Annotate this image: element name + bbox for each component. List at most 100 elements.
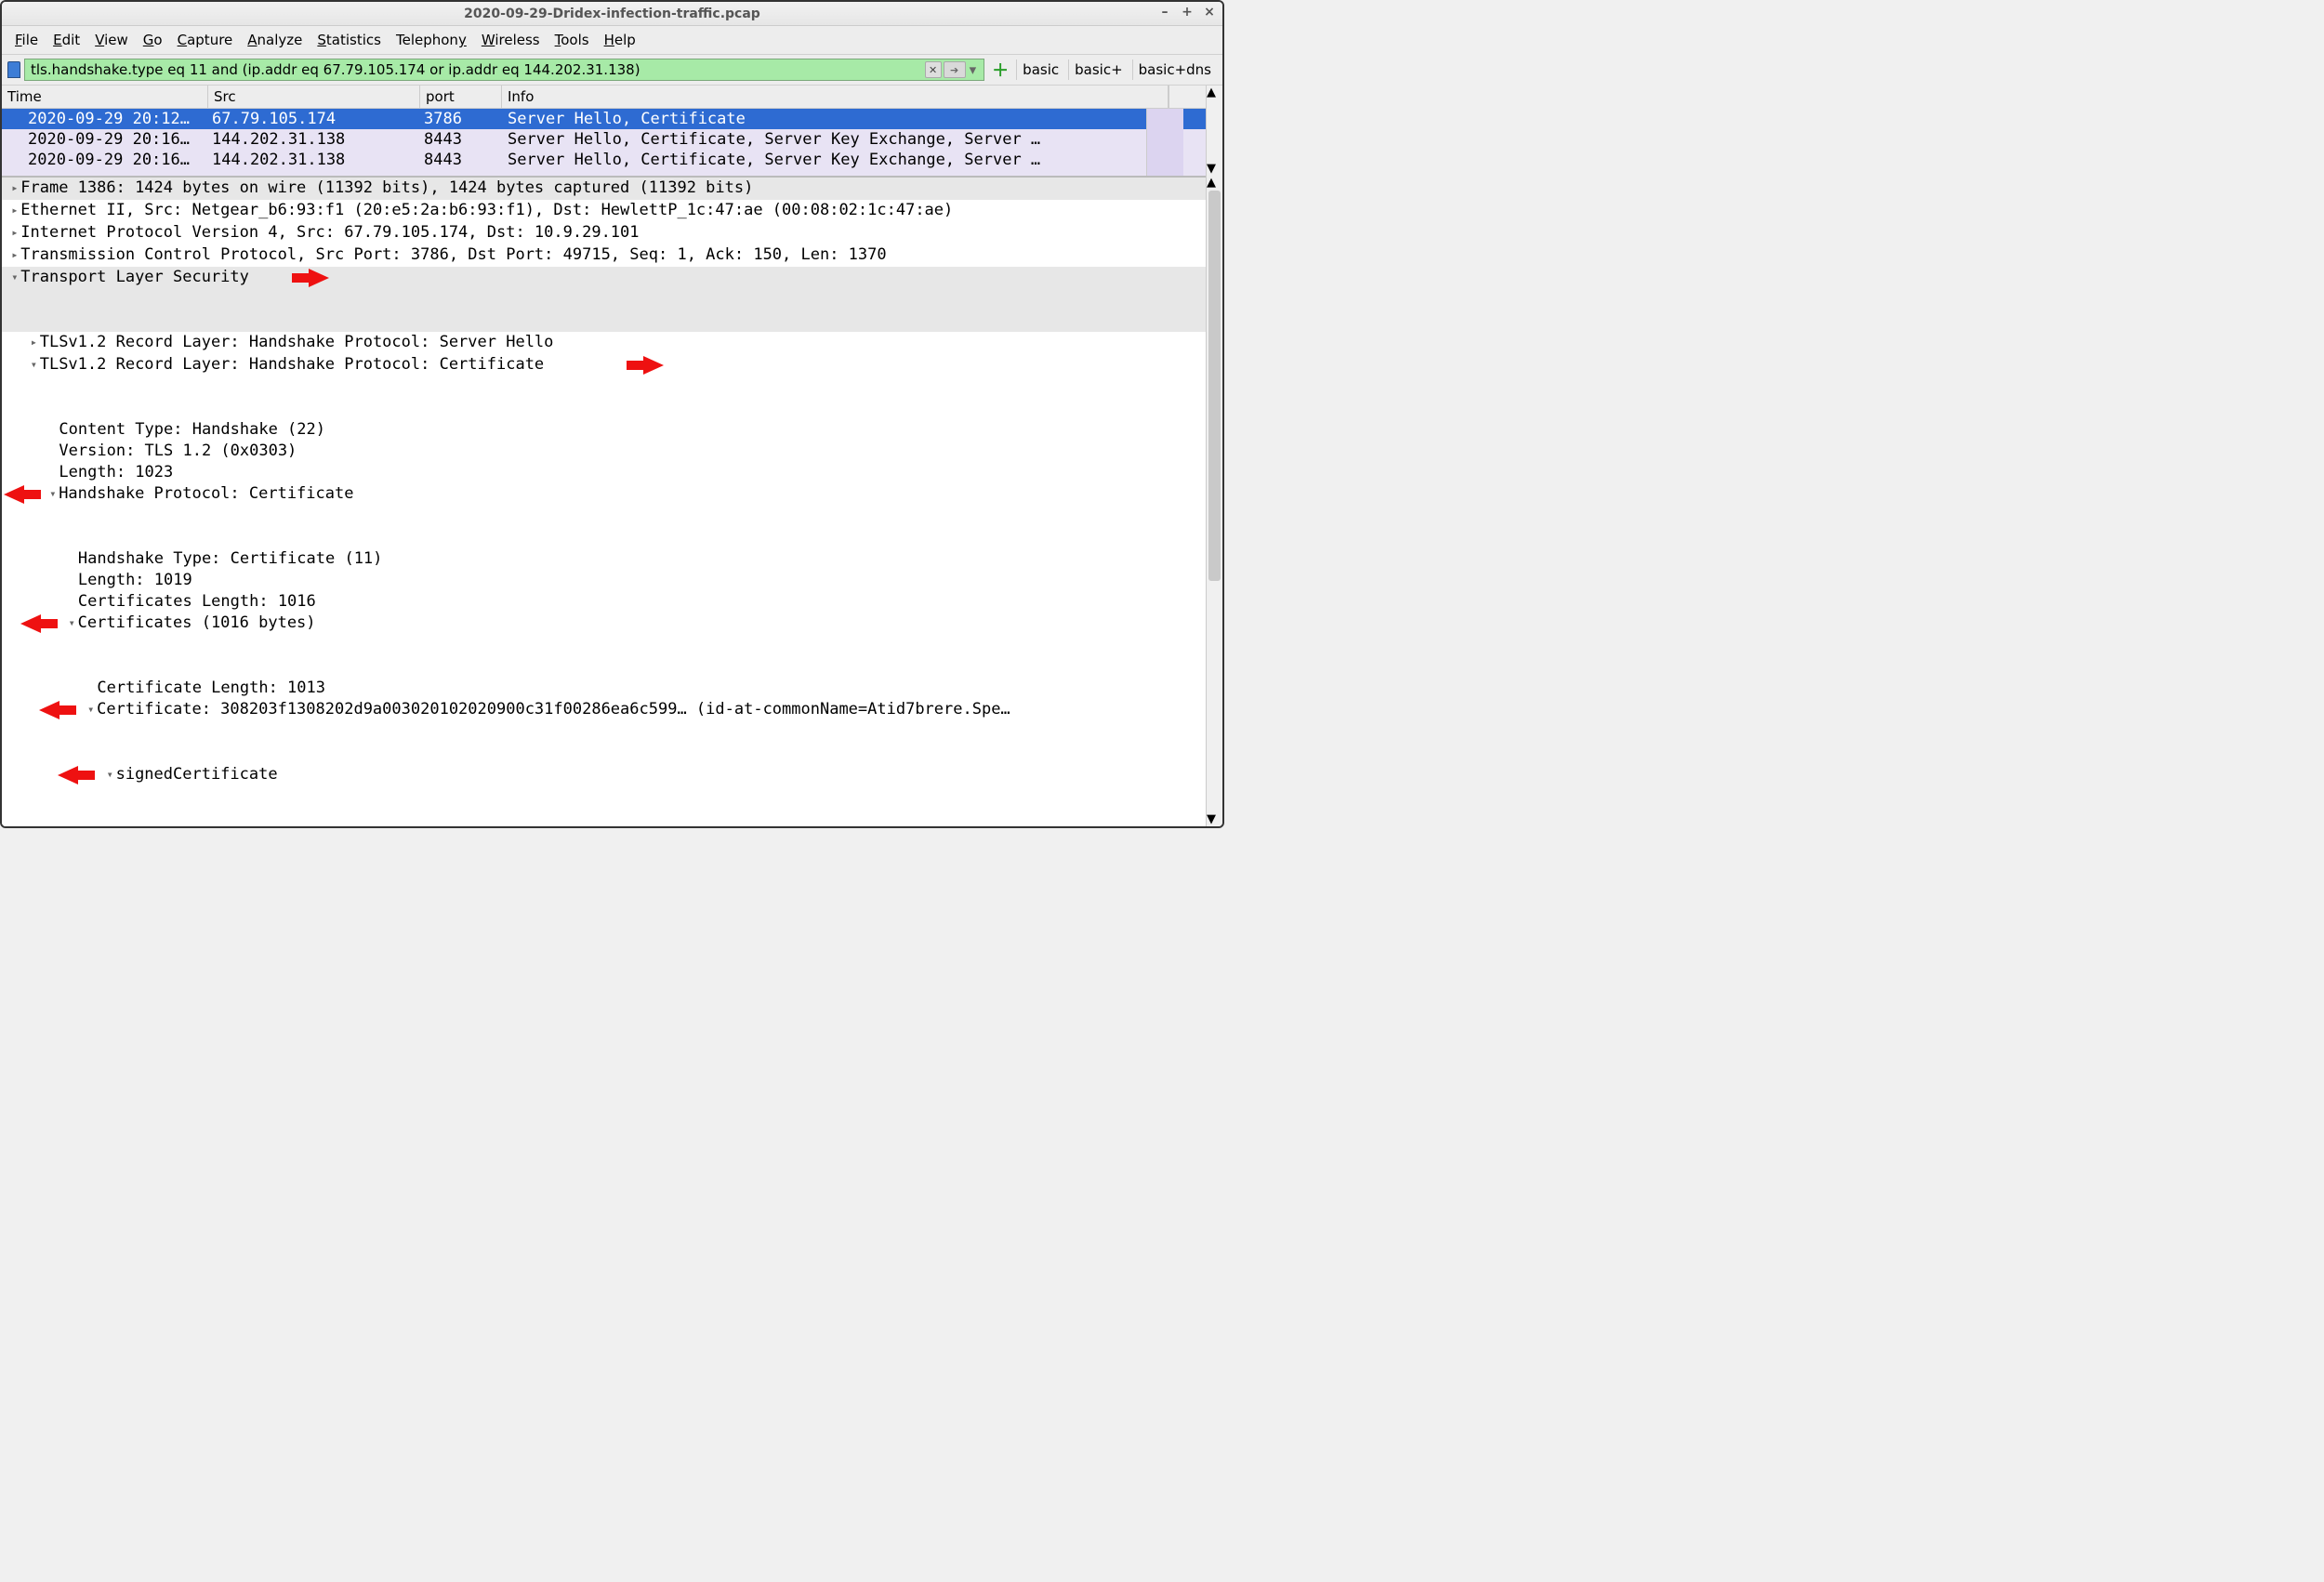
tree-length[interactable]: Length: 1023 — [2, 462, 1206, 483]
annotation-arrow-icon — [309, 269, 329, 287]
clear-filter-button[interactable]: ✕ — [925, 61, 942, 78]
tree-label: signedCertificate — [116, 765, 278, 784]
menu-telephony[interactable]: Telephony — [390, 30, 472, 50]
packet-list-pane: Time Src port Info 2020-09-29 20:12… 67.… — [2, 86, 1222, 176]
tree-signed-cert[interactable]: ▾signedCertificate — [2, 764, 1206, 826]
menu-view[interactable]: View — [89, 30, 134, 50]
scrollbar-thumb[interactable] — [1208, 191, 1221, 581]
annotation-arrow-icon — [20, 614, 41, 633]
cell-src: 144.202.31.138 — [212, 151, 424, 169]
col-port[interactable]: port — [420, 86, 502, 108]
tree-handshake-type[interactable]: Handshake Type: Certificate (11) — [2, 548, 1206, 570]
expand-icon[interactable]: ▾ — [31, 354, 40, 376]
expand-icon[interactable]: ▸ — [11, 222, 20, 244]
details-scrollbar[interactable]: ▲ ▼ — [1206, 176, 1222, 826]
tree-label: Length: 1023 — [59, 463, 173, 481]
col-info[interactable]: Info — [502, 86, 1169, 108]
minimap — [1146, 109, 1183, 176]
expand-icon[interactable]: ▾ — [11, 267, 20, 288]
bookmark-icon[interactable] — [7, 61, 20, 78]
tree-label: TLSv1.2 Record Layer: Handshake Protocol… — [40, 333, 554, 351]
expand-icon[interactable]: ▾ — [107, 764, 116, 785]
expand-icon[interactable]: ▸ — [31, 332, 40, 353]
tree-record-cert[interactable]: ▾TLSv1.2 Record Layer: Handshake Protoco… — [2, 354, 1206, 419]
tree-version[interactable]: Version: TLS 1.2 (0x0303) — [2, 441, 1206, 462]
tree-label: Certificates (1016 bytes) — [78, 613, 316, 632]
expand-icon[interactable]: ▸ — [11, 178, 20, 199]
tree-length2[interactable]: Length: 1019 — [2, 570, 1206, 591]
tree-certificates[interactable]: ▾Certificates (1016 bytes) — [2, 613, 1206, 678]
tree-ip[interactable]: ▸Internet Protocol Version 4, Src: 67.79… — [2, 222, 1206, 244]
cell-src: 67.79.105.174 — [212, 110, 424, 128]
menu-go[interactable]: Go — [138, 30, 168, 50]
dropdown-icon[interactable]: ▾ — [968, 61, 979, 78]
window-controls: – + × — [1157, 5, 1217, 20]
menu-file[interactable]: File — [9, 30, 44, 50]
menu-edit[interactable]: Edit — [47, 30, 86, 50]
menu-capture[interactable]: Capture — [172, 30, 239, 50]
expand-icon[interactable]: ▾ — [49, 483, 59, 505]
annotation-arrow-icon — [643, 356, 664, 375]
menu-analyze[interactable]: Analyze — [242, 30, 308, 50]
annotation-arrow-icon — [39, 701, 59, 719]
packet-row[interactable]: 2020-09-29 20:12… 67.79.105.174 3786 Ser… — [2, 109, 1206, 129]
packet-row[interactable]: 2020-09-29 20:16… 144.202.31.138 8443 Se… — [2, 129, 1206, 150]
packet-list-scrollbar[interactable]: ▲ ▼ — [1206, 86, 1222, 176]
expand-icon[interactable]: ▾ — [87, 699, 97, 720]
tree-label: Ethernet II, Src: Netgear_b6:93:f1 (20:e… — [20, 201, 953, 219]
menu-statistics[interactable]: Statistics — [311, 30, 387, 50]
expand-icon[interactable]: ▾ — [69, 613, 78, 634]
maximize-button[interactable]: + — [1180, 5, 1195, 20]
menu-help[interactable]: Help — [599, 30, 641, 50]
cell-time: 2020-09-29 20:16… — [28, 130, 212, 149]
tree-cert-length[interactable]: Certificate Length: 1013 — [2, 678, 1206, 699]
packet-list-body[interactable]: 2020-09-29 20:12… 67.79.105.174 3786 Ser… — [2, 109, 1206, 176]
tree-frame[interactable]: ▸Frame 1386: 1424 bytes on wire (11392 b… — [2, 178, 1206, 200]
tree-label: Frame 1386: 1424 bytes on wire (11392 bi… — [20, 178, 753, 197]
tree-certificate[interactable]: ▾Certificate: 308203f1308202d9a003020102… — [2, 699, 1206, 764]
packet-details-pane[interactable]: ▸Frame 1386: 1424 bytes on wire (11392 b… — [2, 176, 1206, 826]
menu-tools[interactable]: Tools — [549, 30, 595, 50]
menu-wireless[interactable]: Wireless — [476, 30, 546, 50]
titlebar: 2020-09-29-Dridex-infection-traffic.pcap… — [2, 2, 1222, 26]
packet-list-header: Time Src port Info — [2, 86, 1206, 109]
minimize-button[interactable]: – — [1157, 5, 1172, 20]
preset-basic-dns[interactable]: basic+dns — [1132, 59, 1217, 80]
expand-icon[interactable]: ▸ — [11, 200, 20, 221]
col-src[interactable]: Src — [208, 86, 420, 108]
tree-label: Version: TLS 1.2 (0x0303) — [59, 442, 297, 460]
tree-certs-length[interactable]: Certificates Length: 1016 — [2, 591, 1206, 613]
tree-label: Handshake Protocol: Certificate — [59, 484, 353, 503]
apply-filter-button[interactable]: ➔ — [944, 61, 966, 78]
window-title: 2020-09-29-Dridex-infection-traffic.pcap — [464, 7, 760, 21]
tree-eth[interactable]: ▸Ethernet II, Src: Netgear_b6:93:f1 (20:… — [2, 200, 1206, 222]
preset-basic-plus[interactable]: basic+ — [1068, 59, 1129, 80]
cell-info: Server Hello, Certificate — [508, 110, 1206, 128]
tree-label: Certificate Length: 1013 — [97, 679, 325, 697]
menu-file-label: ile — [22, 32, 39, 48]
tree-label: Transmission Control Protocol, Src Port:… — [20, 245, 886, 264]
tree-tls[interactable]: ▾Transport Layer Security — [2, 267, 1206, 332]
tree-content-type[interactable]: Content Type: Handshake (22) — [2, 419, 1206, 441]
col-time[interactable]: Time — [2, 86, 208, 108]
tree-tcp[interactable]: ▸Transmission Control Protocol, Src Port… — [2, 244, 1206, 267]
cell-port: 8443 — [424, 151, 508, 169]
display-filter-value: tls.handshake.type eq 11 and (ip.addr eq… — [31, 61, 640, 78]
preset-basic[interactable]: basic — [1016, 59, 1064, 80]
tree-handshake-proto[interactable]: ▾Handshake Protocol: Certificate — [2, 483, 1206, 548]
cell-port: 8443 — [424, 130, 508, 149]
expand-icon[interactable]: ▸ — [11, 244, 20, 266]
tree-label: Handshake Type: Certificate (11) — [78, 549, 383, 568]
cell-port: 3786 — [424, 110, 508, 128]
display-filter-input[interactable]: tls.handshake.type eq 11 and (ip.addr eq… — [24, 59, 984, 81]
cell-src: 144.202.31.138 — [212, 130, 424, 149]
tree-record-hello[interactable]: ▸TLSv1.2 Record Layer: Handshake Protoco… — [2, 332, 1206, 354]
cell-info: Server Hello, Certificate, Server Key Ex… — [508, 151, 1206, 169]
filter-toolbar: tls.handshake.type eq 11 and (ip.addr eq… — [2, 55, 1222, 86]
add-filter-button[interactable]: ＋ — [988, 58, 1012, 82]
tree-label: Transport Layer Security — [20, 268, 249, 286]
packet-row[interactable]: 2020-09-29 20:16… 144.202.31.138 8443 Se… — [2, 150, 1206, 170]
close-button[interactable]: × — [1202, 5, 1217, 20]
tree-label: Certificate: 308203f1308202d9a0030201020… — [97, 700, 1010, 718]
minimap-header — [1169, 86, 1206, 108]
